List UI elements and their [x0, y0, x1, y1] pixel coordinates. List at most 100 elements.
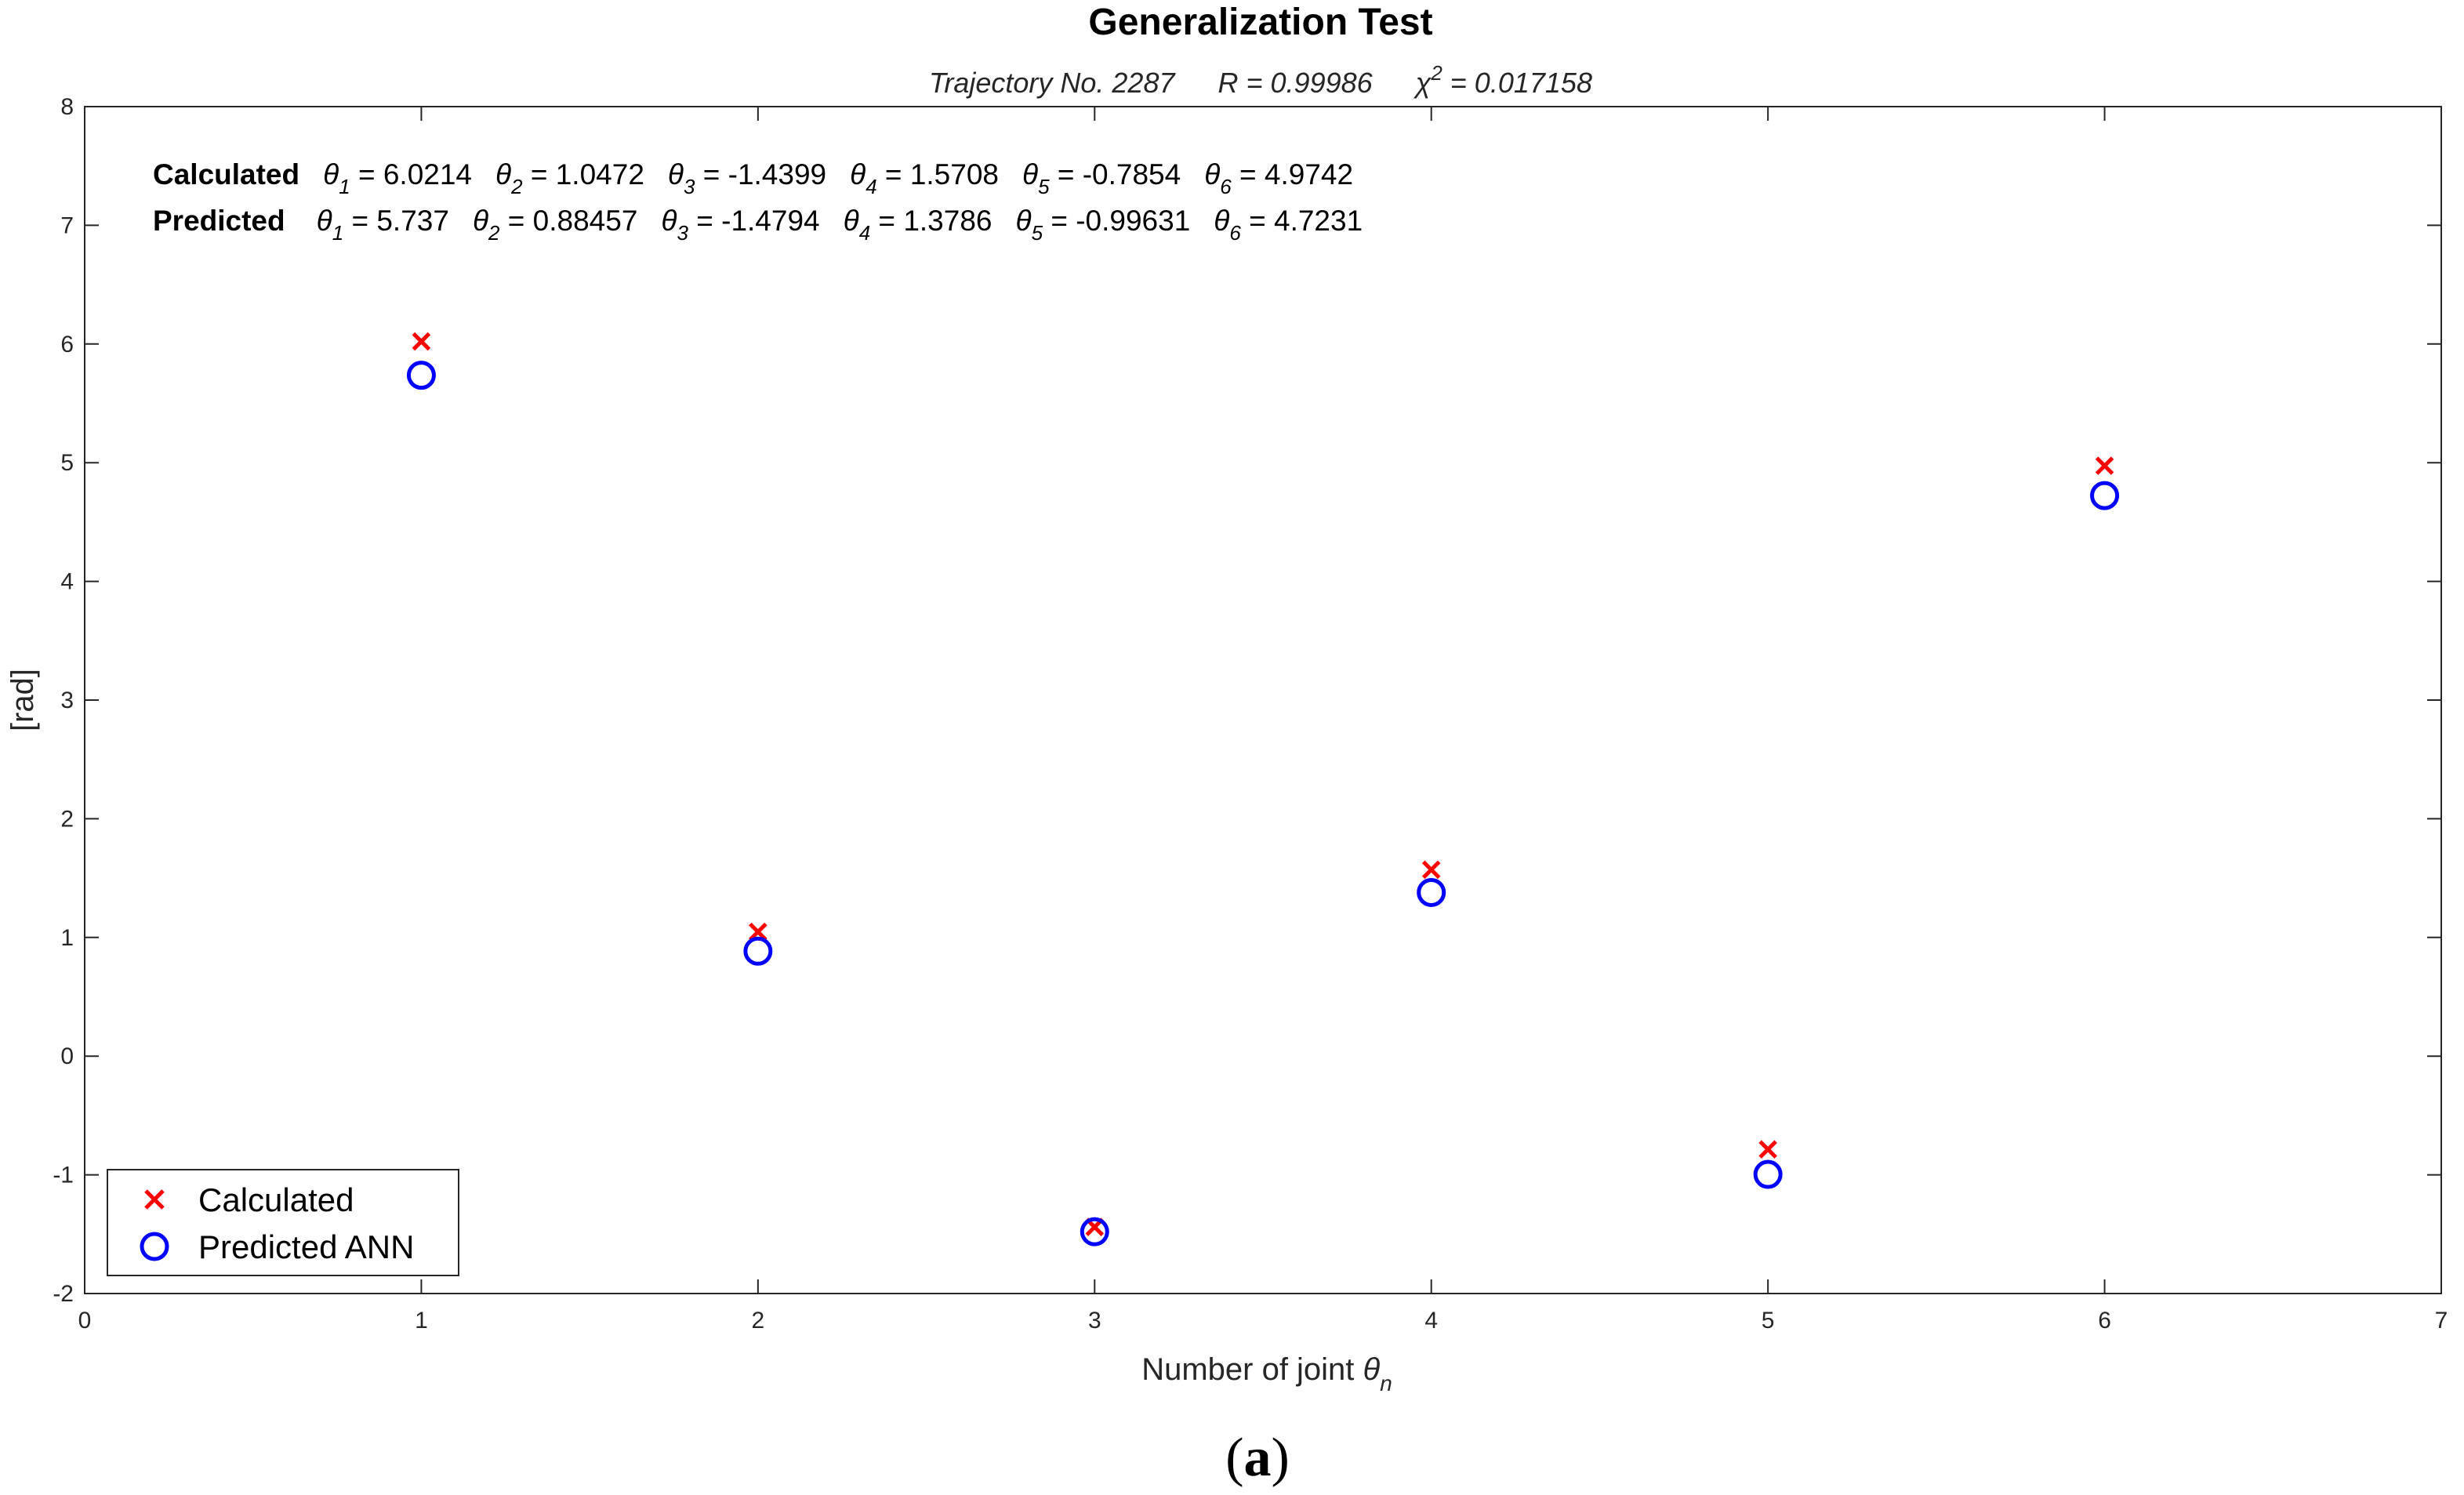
annotation-value: = 0.88457: [499, 205, 637, 237]
y-tick-label: -1: [53, 1163, 74, 1188]
y-tick-label: 2: [60, 806, 74, 832]
series-calculated: [412, 332, 2114, 1236]
x-tick-label: 2: [752, 1308, 765, 1334]
caption-letter: a: [1244, 1428, 1272, 1488]
y-tick-label: 0: [60, 1043, 74, 1069]
chart-subtitle: Trajectory No. 2287 R = 0.99986 χ2 = 0.017…: [929, 61, 1592, 99]
annotations: Calculated θ1 = 6.0214 θ2 = 1.0472 θ3 = -1.…: [153, 158, 1363, 245]
point-predicted-1: [406, 361, 436, 390]
point-calculated-5: [1758, 1140, 1777, 1159]
annotation-theta-index: 5: [1032, 221, 1043, 245]
chart-title: Generalization Test: [1088, 2, 1432, 43]
annotation-value: = -1.4399: [695, 158, 826, 191]
annotation-theta: θ: [1204, 158, 1220, 191]
subtitle-trajectory: Trajectory No. 2287: [929, 67, 1176, 99]
annotation-theta: θ: [323, 158, 339, 191]
caption-open: (: [1225, 1428, 1243, 1488]
annotation-value: = 1.5708: [877, 158, 999, 191]
x-tick-label: 3: [1088, 1308, 1101, 1334]
annotation-theta-index: 2: [510, 175, 523, 198]
annotation-value: = 4.9742: [1232, 158, 1353, 191]
y-tick-labels: -2 -1 0 1 2 3 4 5 6 7 8: [53, 94, 74, 1307]
x-axis-label: Number of joint θn: [1141, 1352, 1392, 1395]
annotation-value: = -0.99631: [1043, 205, 1190, 237]
point-predicted-2: [743, 936, 773, 966]
annotation-theta: θ: [495, 158, 511, 191]
annotation-value: = -1.4794: [688, 205, 820, 237]
annotation-theta: θ: [661, 205, 677, 237]
annotation-theta-index: 6: [1229, 221, 1241, 245]
annotation-theta: θ: [850, 158, 865, 191]
subtitle-chi-sup: 2: [1430, 61, 1442, 85]
figure-caption: (a): [1225, 1428, 1290, 1488]
annotation-theta: θ: [668, 158, 684, 191]
annotation-theta-index: 4: [859, 221, 870, 245]
annotation-theta: θ: [1016, 205, 1032, 237]
annotation-value: = 4.7231: [1241, 205, 1363, 237]
subtitle-r: R = 0.99986: [1218, 67, 1374, 99]
caption-close: ): [1272, 1428, 1290, 1488]
annotation-theta: θ: [1214, 205, 1229, 237]
x-tick-label: 6: [2098, 1308, 2111, 1334]
subtitle-chi-symbol: χ: [1413, 67, 1432, 99]
x-tick-label: 4: [1424, 1308, 1438, 1334]
y-tick-label: 4: [60, 569, 74, 595]
annotation-theta: θ: [473, 205, 488, 237]
point-predicted-5: [1753, 1159, 1783, 1189]
point-calculated-6: [2095, 456, 2114, 475]
annotation-calculated: Calculated θ1 = 6.0214 θ2 = 1.0472 θ3 = -1.…: [153, 158, 1353, 198]
y-tick-label: 5: [60, 450, 74, 476]
x-tick-label: 1: [415, 1308, 428, 1334]
annotation-theta-index: 4: [865, 175, 876, 198]
y-tick-label: -2: [53, 1281, 74, 1307]
x-axis-label-symbol: θ: [1363, 1352, 1381, 1387]
legend: Calculated Predicted ANN: [107, 1169, 459, 1276]
annotation-theta: θ: [317, 205, 332, 237]
x-axis-label-sub: n: [1380, 1371, 1392, 1395]
x-tick-label: 7: [2435, 1308, 2448, 1334]
point-predicted-4: [1417, 877, 1446, 907]
annotation-theta: θ: [1022, 158, 1038, 191]
legend-label-calculated: Calculated: [198, 1181, 354, 1218]
annotation-value: = -0.7854: [1050, 158, 1181, 191]
point-calculated-1: [412, 332, 431, 351]
annotation-theta-index: 3: [677, 221, 688, 245]
annotation-label: Calculated: [153, 158, 299, 191]
series-predicted-ann: [406, 361, 2120, 1246]
annotation-theta-index: 3: [684, 175, 695, 198]
annotation-theta-index: 6: [1220, 175, 1232, 198]
axis-ticks: [84, 106, 2442, 1294]
legend-marker-predicted: [140, 1232, 169, 1261]
annotation-value: = 6.0214: [350, 158, 472, 191]
y-axis-label: [rad]: [5, 669, 40, 731]
y-tick-label: 6: [60, 332, 74, 357]
annotation-value: = 1.0472: [523, 158, 644, 191]
annotation-predicted: Predicted θ1 = 5.737 θ2 = 0.88457 θ3 = -1.4…: [153, 205, 1363, 245]
annotation-theta-index: 5: [1038, 175, 1050, 198]
annotation-theta: θ: [844, 205, 859, 237]
annotation-theta-index: 1: [339, 175, 350, 198]
legend-label-predicted: Predicted ANN: [198, 1228, 414, 1265]
point-predicted-3: [1080, 1217, 1109, 1246]
x-tick-label: 0: [78, 1308, 92, 1334]
y-tick-label: 3: [60, 688, 74, 713]
point-calculated-2: [749, 922, 768, 942]
annotation-value: = 5.737: [343, 205, 449, 237]
annotation-value: = 1.3786: [870, 205, 992, 237]
annotation-theta-index: 2: [488, 221, 500, 245]
point-predicted-6: [2090, 481, 2120, 510]
y-tick-label: 1: [60, 925, 74, 951]
x-tick-labels: 0 1 2 3 4 5 6 7: [78, 1308, 2448, 1334]
x-axis-label-text: Number of joint: [1141, 1352, 1363, 1387]
y-tick-label: 8: [60, 94, 74, 120]
annotation-label: Predicted: [153, 205, 285, 237]
subtitle-chi-value: = 0.017158: [1442, 67, 1592, 99]
plot-area: [84, 106, 2442, 1294]
point-calculated-4: [1421, 860, 1441, 880]
legend-marker-calculated: [144, 1189, 165, 1210]
legend-box: [107, 1169, 459, 1276]
x-tick-label: 5: [1762, 1308, 1775, 1334]
y-tick-label: 7: [60, 212, 74, 238]
